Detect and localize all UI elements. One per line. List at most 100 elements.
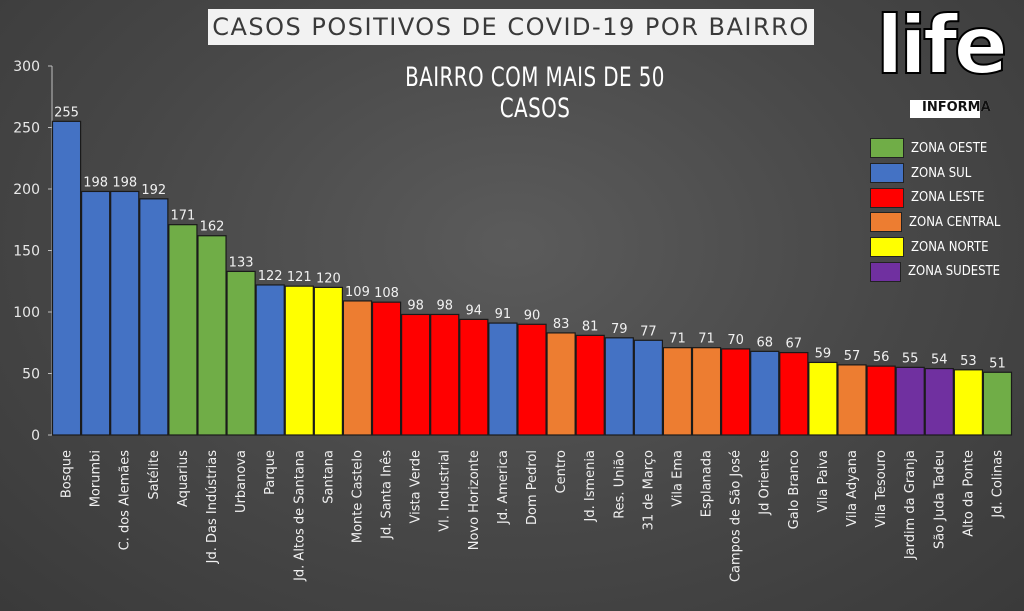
x-tick-label: Centro <box>554 450 569 493</box>
data-label: 71 <box>669 332 686 347</box>
bar <box>691 347 722 436</box>
x-tick-label: Jd. Das Indústrias <box>205 450 220 565</box>
bar <box>139 198 169 436</box>
x-tick-label: Galo Branco <box>787 450 802 529</box>
life-informa-logo: life INFORMA <box>870 5 1009 123</box>
legend-label: ZONA SUL <box>911 165 972 181</box>
value-labels: 255 198 198 192 171 162 133 122 121 120 109 108 98 98… <box>54 105 1006 371</box>
bar <box>168 224 198 436</box>
logo-sub-text: INFORMA <box>922 100 991 115</box>
x-tick-label: Esplanada <box>700 450 715 517</box>
data-label: 71 <box>698 332 715 347</box>
bar <box>808 361 838 436</box>
data-label: 108 <box>374 286 399 301</box>
data-label: 98 <box>436 298 453 313</box>
data-label: 198 <box>112 175 137 190</box>
bar <box>662 347 693 436</box>
bar <box>342 300 373 436</box>
data-label: 255 <box>54 105 79 120</box>
data-label: 122 <box>258 269 283 284</box>
x-tick-label: Vila Ema <box>670 450 685 507</box>
data-label: 81 <box>582 319 599 334</box>
bar <box>953 369 984 436</box>
x-tick-label: Vista Verde <box>409 450 424 523</box>
data-label: 120 <box>316 271 341 286</box>
x-tick-label: Vl. Industrial <box>438 450 453 532</box>
chart-subtitle: BAIRRO COM MAIS DE 50 CASOS <box>405 62 665 124</box>
y-tick-label: 250 <box>13 121 40 137</box>
data-label: 59 <box>815 346 832 361</box>
x-tick-label: Novo Horizonte <box>467 450 482 550</box>
data-label: 55 <box>902 351 919 366</box>
legend-swatch <box>870 261 901 282</box>
data-label: 121 <box>287 270 312 285</box>
bar <box>255 284 285 436</box>
data-label: 51 <box>989 356 1006 371</box>
y-tick-label: 150 <box>13 244 40 260</box>
x-tick-label: São Juda Tadeu <box>932 450 947 549</box>
data-label: 171 <box>170 209 195 224</box>
legend-swatch <box>870 237 904 258</box>
bar <box>779 351 809 436</box>
bar <box>371 301 402 436</box>
x-tick-label: Jd. Colinas <box>990 450 1005 519</box>
x-tick-label: Jd. Santa Inês <box>380 450 395 540</box>
x-tick-label: Vila Paiva <box>816 450 831 512</box>
bar <box>459 318 489 436</box>
x-tick-label: C. dos Alemães <box>118 450 133 551</box>
logo-main-text: life <box>875 0 1009 92</box>
legend-swatch <box>870 212 902 233</box>
data-label: 133 <box>229 255 254 270</box>
data-label: 54 <box>931 353 948 368</box>
legend-label: ZONA LESTE <box>911 190 985 206</box>
data-label: 90 <box>524 308 541 323</box>
bar <box>488 322 518 436</box>
logo-underline <box>910 100 980 118</box>
y-tick-label: 100 <box>13 305 40 321</box>
x-tick-label: Aquarius <box>176 450 191 507</box>
bar <box>924 367 954 436</box>
data-label: 79 <box>611 322 628 337</box>
bar <box>720 348 751 436</box>
bar <box>546 332 576 436</box>
legend-item-central: ZONA CENTRAL <box>870 210 1010 235</box>
legend-swatch <box>870 163 904 184</box>
data-label: 91 <box>495 307 512 322</box>
x-tick-label: Parque <box>263 450 278 495</box>
bar <box>837 364 867 436</box>
x-tick-label: Vila Adyana <box>845 450 860 527</box>
legend-swatch <box>870 187 904 208</box>
x-tick-label: Monte Castelo <box>350 450 365 543</box>
bars <box>51 120 1013 436</box>
bar <box>284 285 314 436</box>
x-tick-label: Satélite <box>147 450 162 500</box>
x-tick-label: Campos de São José <box>729 450 744 582</box>
x-tick-label: 31 de Março <box>641 450 656 530</box>
bar <box>430 313 460 436</box>
bar <box>750 350 780 436</box>
data-label: 162 <box>200 220 225 235</box>
bar <box>866 365 896 436</box>
data-label: 98 <box>407 298 424 313</box>
bar <box>197 235 227 436</box>
data-label: 56 <box>873 350 890 365</box>
bar <box>895 366 925 436</box>
legend-item-leste: ZONA LESTE <box>870 185 1010 210</box>
legend-label: ZONA NORTE <box>911 239 989 255</box>
bar <box>633 339 664 436</box>
data-label: 94 <box>466 303 483 318</box>
chart-title: CASOS POSITIVOS DE COVID-19 POR BAIRRO <box>208 9 814 45</box>
data-label: 192 <box>141 183 166 198</box>
x-tick-label: Vila Tesouro <box>874 450 889 528</box>
data-label: 83 <box>553 317 570 332</box>
bar <box>517 323 547 436</box>
legend-item-norte: ZONA NORTE <box>870 235 1010 260</box>
x-tick-label: Jd Oriente <box>758 450 773 516</box>
bar <box>982 371 1013 436</box>
bar <box>110 190 140 436</box>
data-label: 70 <box>727 333 744 348</box>
x-tick-label: Urbanova <box>234 450 249 513</box>
data-label: 77 <box>640 324 657 339</box>
y-tick-label: 200 <box>13 182 40 198</box>
